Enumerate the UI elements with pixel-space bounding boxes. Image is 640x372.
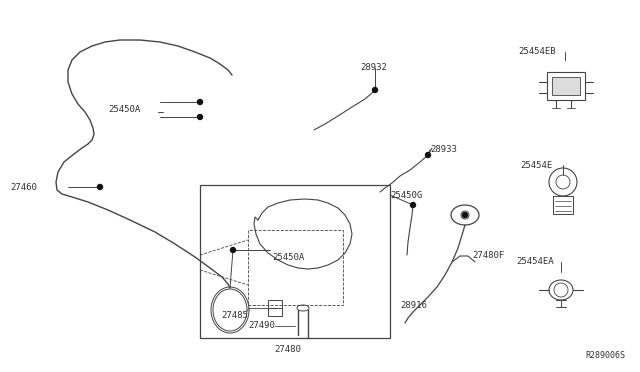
Text: 25454EA: 25454EA bbox=[516, 257, 554, 266]
Bar bbox=[268, 300, 282, 308]
Text: 25450G: 25450G bbox=[390, 190, 422, 199]
Text: 25450A: 25450A bbox=[272, 253, 304, 262]
Circle shape bbox=[410, 202, 415, 208]
Circle shape bbox=[198, 99, 202, 105]
Text: 25454EB: 25454EB bbox=[518, 48, 556, 57]
Text: 27480F: 27480F bbox=[472, 250, 504, 260]
Circle shape bbox=[230, 247, 236, 253]
Text: 27480: 27480 bbox=[275, 345, 301, 354]
Text: 25454E: 25454E bbox=[520, 160, 552, 170]
Text: 27460: 27460 bbox=[10, 183, 37, 192]
Bar bbox=[248, 230, 343, 305]
Bar bbox=[200, 185, 390, 338]
Text: 27490: 27490 bbox=[248, 321, 275, 330]
Text: 28933: 28933 bbox=[430, 145, 457, 154]
Bar bbox=[547, 72, 585, 100]
Circle shape bbox=[372, 87, 378, 93]
Text: 25450A: 25450A bbox=[108, 105, 140, 113]
Text: R289006S: R289006S bbox=[585, 351, 625, 360]
Text: 27485: 27485 bbox=[221, 311, 248, 320]
Bar bbox=[552, 77, 580, 95]
Circle shape bbox=[198, 115, 202, 119]
Circle shape bbox=[463, 212, 467, 218]
Circle shape bbox=[426, 153, 431, 157]
Text: 28932: 28932 bbox=[360, 64, 387, 73]
Bar bbox=[553, 196, 573, 214]
Text: 28916: 28916 bbox=[400, 301, 427, 310]
Bar bbox=[268, 308, 282, 316]
Circle shape bbox=[97, 185, 102, 189]
